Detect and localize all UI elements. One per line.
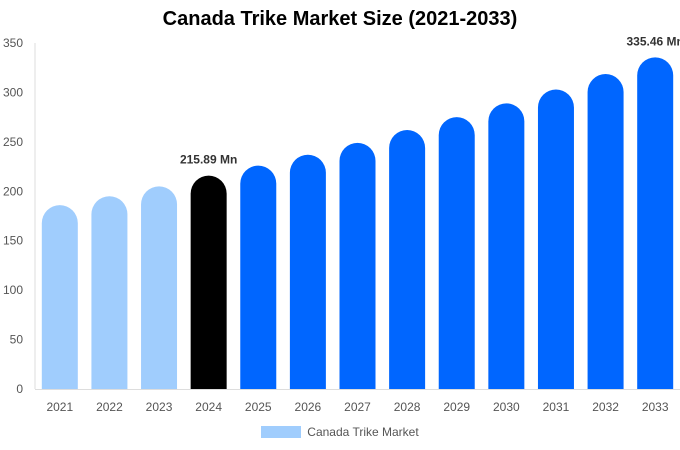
x-tick-label: 2028 (394, 400, 421, 414)
bar-2027 (339, 142, 376, 389)
y-tick-label: 250 (3, 135, 23, 149)
y-tick-label: 150 (3, 234, 23, 248)
bar-2031 (537, 89, 574, 389)
x-tick-label: 2033 (642, 400, 669, 414)
bar-2026 (289, 154, 326, 389)
data-label-2024: 215.89 Mn (180, 153, 237, 167)
bar-2024 (190, 175, 227, 389)
x-tick-label: 2027 (344, 400, 371, 414)
bar-2025 (240, 165, 277, 389)
x-tick-label: 2030 (493, 400, 520, 414)
x-tick-label: 2029 (443, 400, 470, 414)
y-tick-label: 350 (3, 36, 23, 50)
bar-2030 (488, 103, 525, 390)
y-tick-label: 100 (3, 283, 23, 297)
legend-label: Canada Trike Market (307, 425, 419, 439)
y-tick-label: 300 (3, 85, 23, 99)
legend-swatch (261, 426, 302, 438)
bar-2023 (141, 186, 178, 389)
y-tick-label: 0 (16, 382, 23, 396)
x-tick-label: 2024 (195, 400, 222, 414)
chart-title: Canada Trike Market Size (2021-2033) (162, 8, 518, 30)
bar-2022 (91, 196, 128, 389)
x-tick-label: 2025 (245, 400, 272, 414)
x-tick-label: 2022 (96, 400, 123, 414)
bar-2029 (438, 117, 475, 389)
bar-2033 (637, 57, 674, 389)
data-label-2033: 335.46 Mn (627, 34, 680, 48)
x-tick-label: 2021 (46, 400, 73, 414)
bar-2021 (41, 205, 78, 389)
x-tick-label: 2026 (295, 400, 322, 414)
y-tick-label: 50 (10, 333, 24, 347)
y-tick-label: 200 (3, 184, 23, 198)
x-tick-label: 2032 (592, 400, 619, 414)
legend: Canada Trike Market (0, 425, 680, 439)
bar-2028 (389, 129, 426, 389)
bar-2032 (587, 74, 624, 390)
x-tick-label: 2031 (543, 400, 570, 414)
x-tick-label: 2023 (146, 400, 173, 414)
